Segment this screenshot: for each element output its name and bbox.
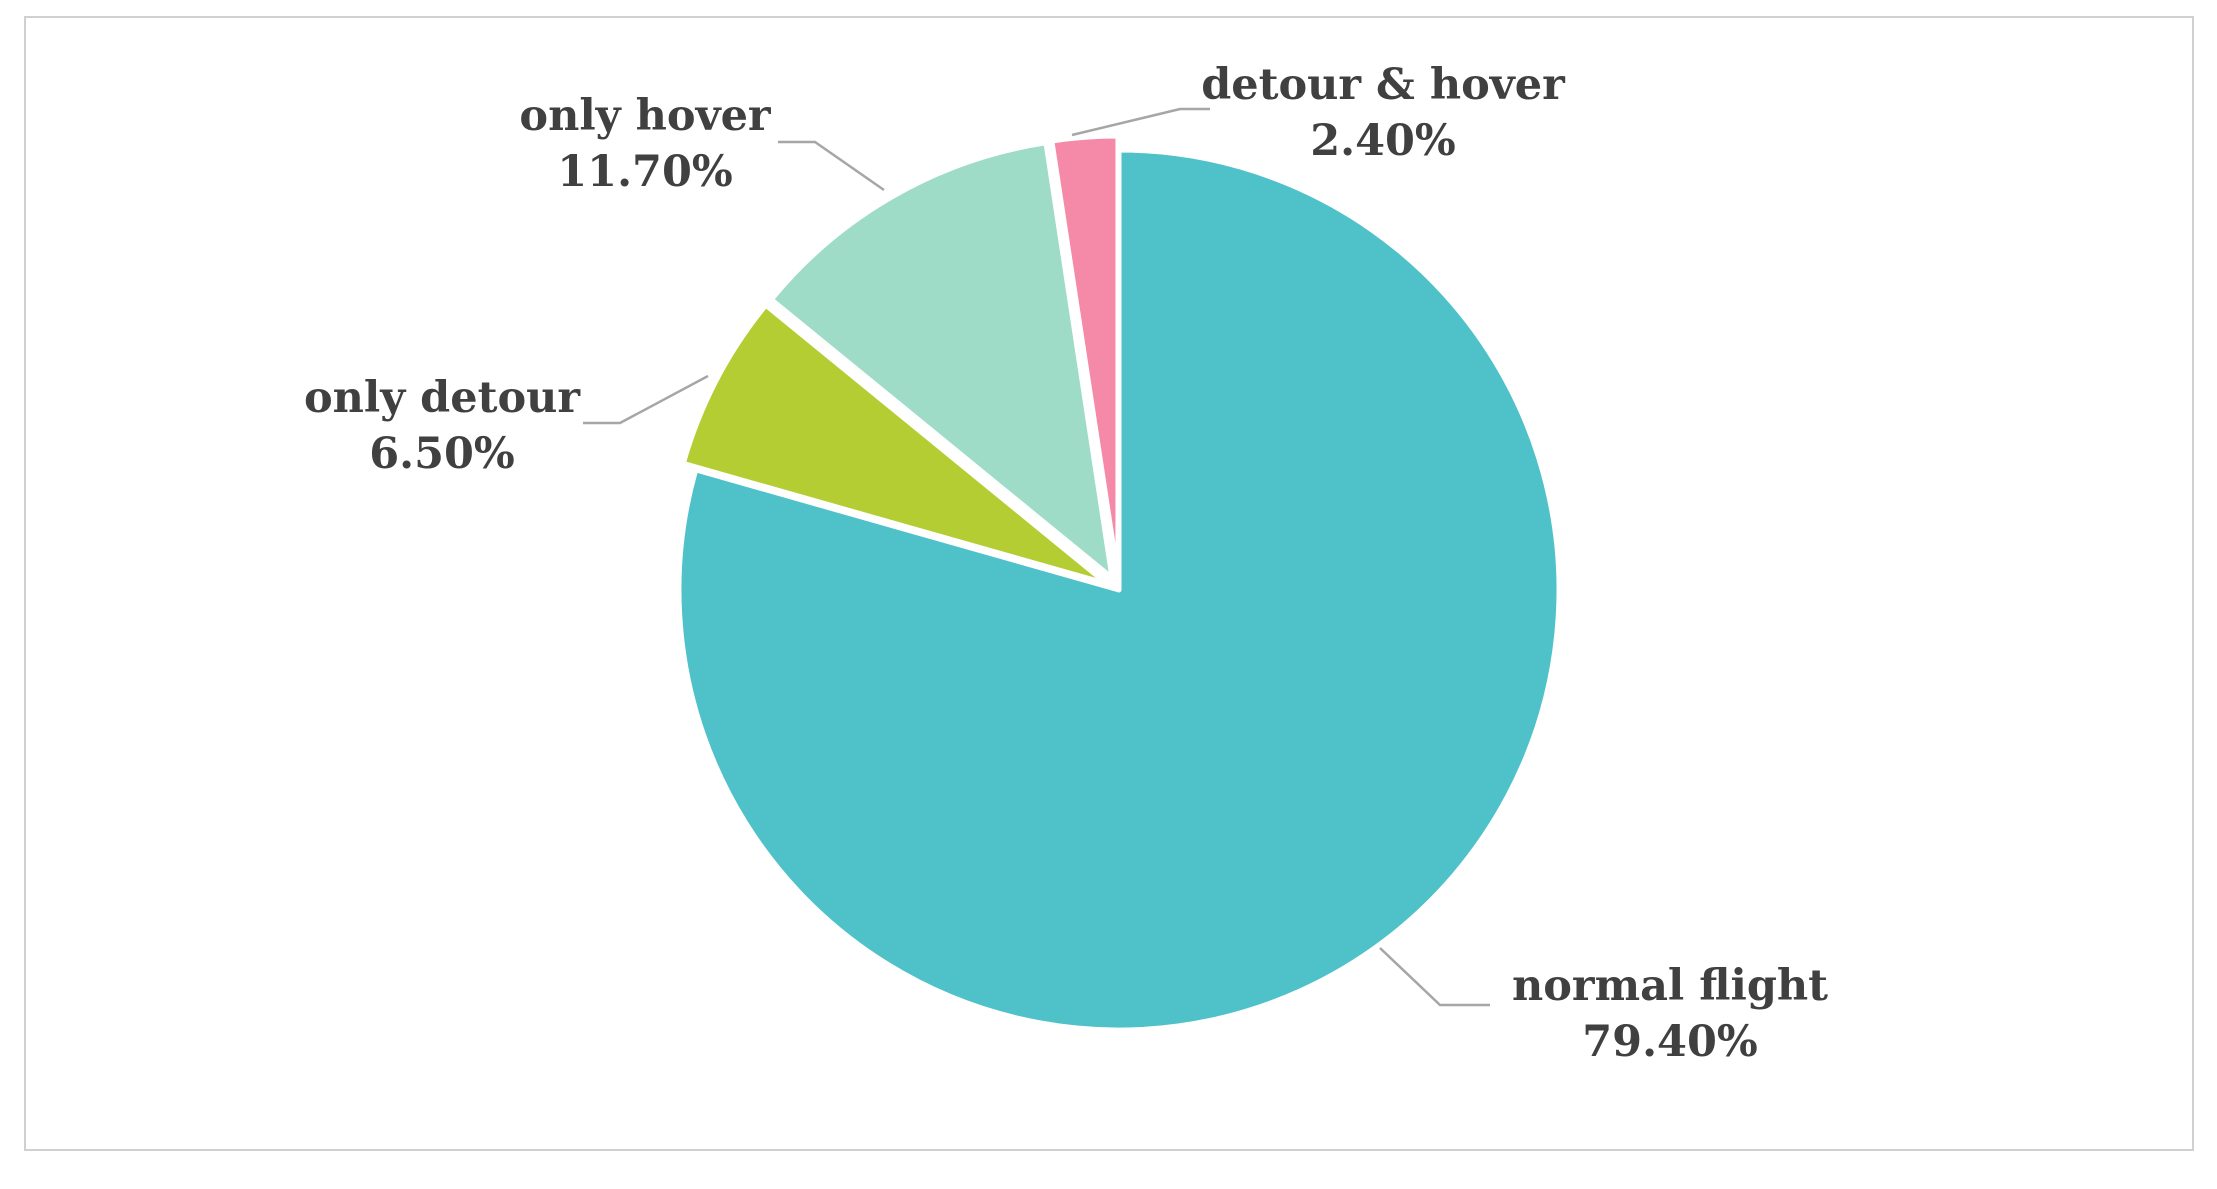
slice-value-detour-and-hover: 2.40% — [1310, 116, 1456, 166]
leader-lines — [583, 107, 1490, 1007]
slice-value-normal-flight: 79.40% — [1582, 1017, 1758, 1067]
leader-line-only-detour — [583, 374, 709, 425]
pie-slice-detour-and-hover — [1049, 133, 1121, 579]
pie-slice-only-detour — [680, 302, 1110, 587]
slice-labels: normal flight 79.40% only detour 6.50% only … — [304, 60, 1828, 1067]
leader-line-normal-flight — [1379, 947, 1490, 1007]
pie-slice-normal-flight — [676, 147, 1562, 1033]
slice-label-only-detour: only detour — [304, 373, 581, 423]
slice-value-only-detour: 6.50% — [369, 429, 515, 479]
slice-label-only-hover: only hover — [519, 91, 772, 141]
slice-label-detour-and-hover: detour & hover — [1201, 60, 1566, 110]
pie-slice-only-hover — [768, 140, 1115, 581]
leader-line-only-hover — [778, 140, 885, 192]
leader-line-detour-and-hover — [1071, 107, 1210, 137]
pie-slices — [676, 133, 1562, 1033]
slice-label-normal-flight: normal flight — [1512, 961, 1828, 1011]
slice-value-only-hover: 11.70% — [557, 147, 733, 197]
